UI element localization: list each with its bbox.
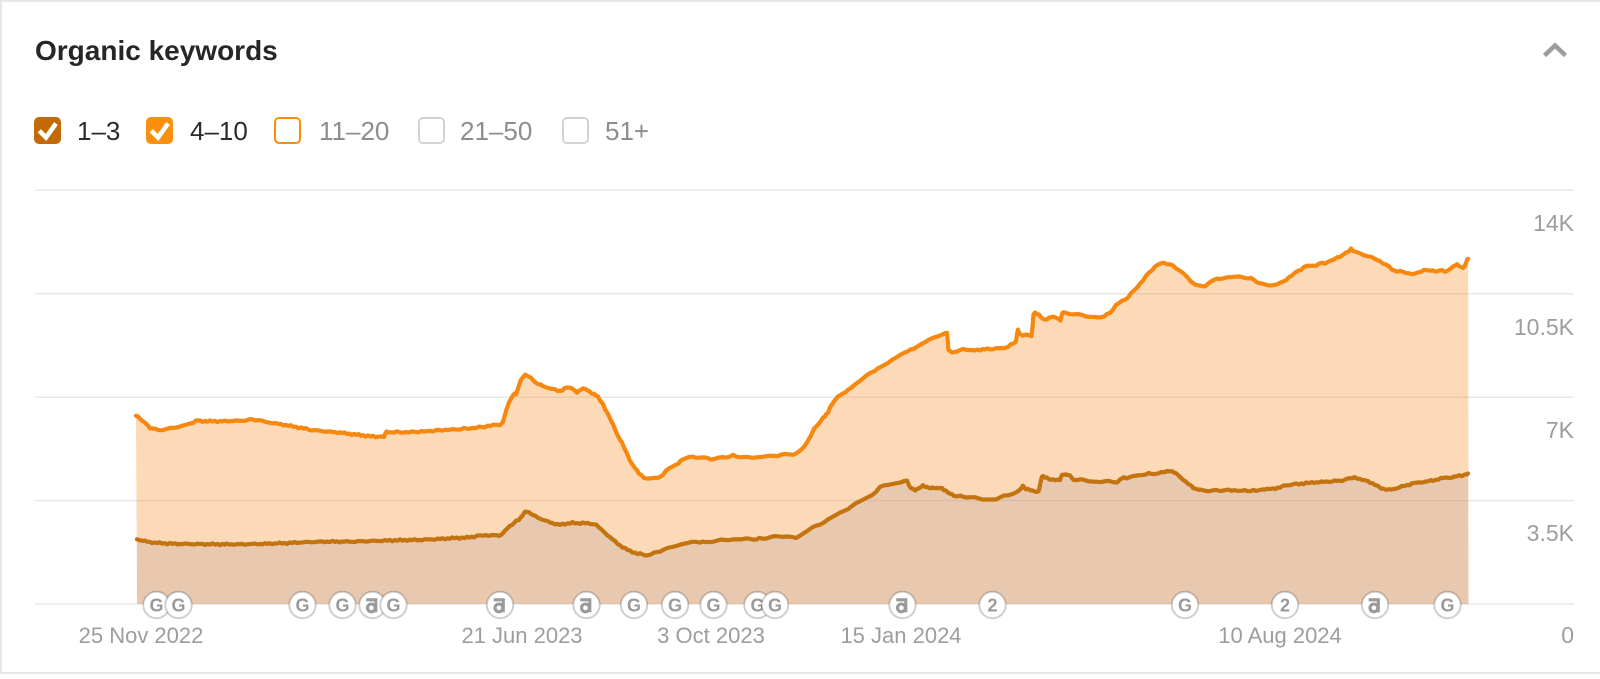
svg-text:G: G bbox=[768, 596, 782, 616]
svg-text:G: G bbox=[171, 596, 185, 616]
svg-text:25 Nov 2022: 25 Nov 2022 bbox=[79, 623, 204, 648]
svg-text:G: G bbox=[295, 596, 309, 616]
svg-text:G: G bbox=[706, 596, 720, 616]
svg-text:0: 0 bbox=[1561, 622, 1574, 648]
svg-text:G: G bbox=[1178, 596, 1192, 616]
svg-text:G: G bbox=[1440, 596, 1454, 616]
svg-text:2: 2 bbox=[987, 596, 997, 616]
svg-text:10.5K: 10.5K bbox=[1514, 314, 1575, 340]
svg-text:7K: 7K bbox=[1546, 417, 1575, 443]
svg-text:G: G bbox=[750, 596, 764, 616]
svg-text:G: G bbox=[627, 596, 641, 616]
svg-text:21 Jun 2023: 21 Jun 2023 bbox=[461, 623, 582, 648]
svg-text:14K: 14K bbox=[1533, 210, 1575, 236]
svg-text:G: G bbox=[668, 596, 682, 616]
svg-text:10 Aug 2024: 10 Aug 2024 bbox=[1218, 623, 1342, 648]
svg-text:G: G bbox=[386, 596, 400, 616]
svg-text:3 Oct 2023: 3 Oct 2023 bbox=[657, 623, 765, 648]
svg-text:3.5K: 3.5K bbox=[1527, 520, 1575, 546]
svg-text:2: 2 bbox=[1280, 596, 1290, 616]
svg-text:15 Jan 2024: 15 Jan 2024 bbox=[840, 623, 961, 648]
svg-text:G: G bbox=[335, 596, 349, 616]
svg-text:G: G bbox=[149, 596, 163, 616]
